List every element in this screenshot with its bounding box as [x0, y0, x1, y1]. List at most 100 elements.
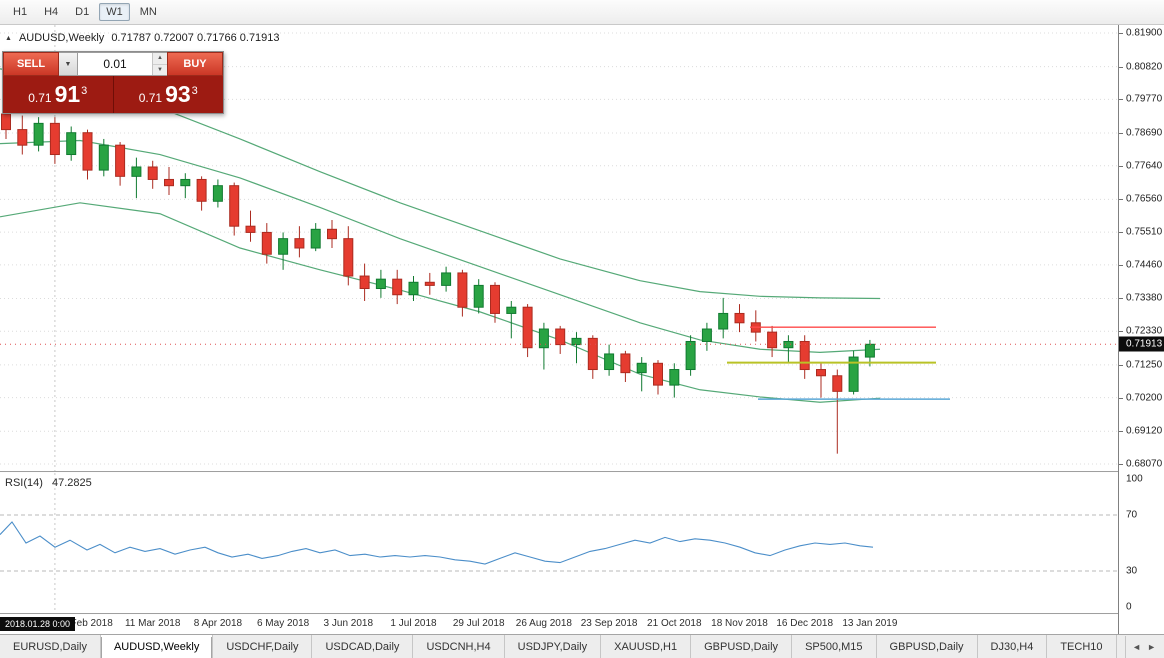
- chart-title: ▲ AUDUSD,Weekly 0.71787 0.72007 0.71766 …: [5, 32, 280, 44]
- candle-body: [196, 178, 207, 202]
- volume-field[interactable]: 0.01 ▲ ▼: [78, 52, 167, 76]
- volume-stepper: ▲ ▼: [152, 53, 167, 75]
- price-scale-tick: [1119, 431, 1123, 433]
- price-scale-label: 0.77640: [1126, 160, 1163, 172]
- current-price-tag: 0.71913: [1119, 336, 1164, 352]
- bollinger-middle-band: [0, 139, 881, 353]
- timeframe-button-h4[interactable]: H4: [37, 3, 65, 21]
- bid-prefix: 0.71: [28, 91, 52, 105]
- date-axis-label: 26 Aug 2018: [515, 618, 572, 629]
- chart-tab-usdjpy-daily[interactable]: USDJPY,Daily: [504, 635, 602, 658]
- candle-body: [327, 228, 337, 240]
- buy-button[interactable]: BUY: [167, 52, 223, 76]
- candle-body: [653, 362, 663, 386]
- candle-body: [147, 166, 158, 180]
- rsi-indicator-canvas[interactable]: [0, 473, 1118, 613]
- candle-body: [848, 356, 859, 392]
- price-scale-tick: [1119, 199, 1123, 201]
- candle-body: [604, 353, 615, 371]
- trade-buttons-row: SELL ▼ 0.01 ▲ ▼ BUY: [3, 52, 223, 76]
- chart-tab-audusd-weekly[interactable]: AUDUSD,Weekly: [100, 635, 214, 658]
- candle-body: [49, 122, 60, 156]
- tab-scroll-controls: ◄ ►: [1125, 636, 1164, 658]
- chart-tab-usdcad-daily[interactable]: USDCAD,Daily: [312, 635, 414, 658]
- order-type-dropdown[interactable]: ▼: [59, 52, 78, 76]
- volume-up-icon[interactable]: ▲: [153, 53, 167, 65]
- timeframe-button-h1[interactable]: H1: [6, 3, 34, 21]
- rsi-scale-label: 30: [1126, 565, 1138, 577]
- candle-body: [1, 113, 11, 131]
- candle-body: [799, 340, 810, 371]
- date-axis-label: 16 Dec 2018: [776, 618, 834, 629]
- chart-window: ▲ AUDUSD,Weekly 0.71787 0.72007 0.71766 …: [0, 25, 1164, 634]
- candle-body: [587, 337, 598, 371]
- timeframe-button-d1[interactable]: D1: [68, 3, 96, 21]
- chart-tab-xauusd-h1[interactable]: XAUUSD,H1: [601, 635, 692, 658]
- timeframe-button-mn[interactable]: MN: [133, 3, 164, 21]
- candle-body: [734, 312, 745, 324]
- candle-body: [98, 144, 109, 171]
- price-scale-label: 0.70200: [1126, 392, 1163, 404]
- quote-row: 0.71 91 3 0.71 93 3: [3, 76, 223, 113]
- candle-body: [278, 238, 289, 255]
- date-axis-label: 8 Apr 2018: [193, 618, 243, 629]
- chart-tab-sp500-m15[interactable]: SP500,M15: [792, 635, 877, 658]
- candle-body: [66, 132, 77, 156]
- price-scale-tick: [1119, 66, 1123, 68]
- candle-body: [669, 369, 680, 386]
- candle-body: [131, 166, 142, 177]
- rsi-scale-label: 100: [1126, 473, 1143, 485]
- bid-price[interactable]: 0.71 91 3: [3, 76, 113, 113]
- price-scale-tick: [1119, 397, 1123, 399]
- chart-tab-eurusd-daily[interactable]: EURUSD,Daily: [0, 635, 101, 658]
- timeframe-button-w1[interactable]: W1: [99, 3, 130, 21]
- date-axis[interactable]: 2018.01.28 0:00 1 Feb 2018 11 Mar 2018 8 A…: [0, 614, 1118, 634]
- panel-divider-bottom[interactable]: [0, 613, 1164, 615]
- chart-tab-gbpusd-daily[interactable]: GBPUSD,Daily: [876, 635, 978, 658]
- volume-down-icon[interactable]: ▼: [153, 64, 167, 75]
- volume-value[interactable]: 0.01: [103, 57, 127, 71]
- candle-body: [17, 129, 28, 146]
- candle-body: [343, 238, 354, 277]
- price-scale-tick: [1119, 99, 1123, 101]
- chart-ohlc-values: 0.71787 0.72007 0.71766 0.71913: [111, 32, 280, 44]
- price-chart-canvas[interactable]: [0, 25, 1118, 471]
- candle-body: [522, 306, 533, 349]
- price-scale-tick: [1119, 364, 1123, 366]
- price-scale[interactable]: 0.71913 0.81900 0.80820 0.79770 0.78690 0.77…: [1118, 25, 1164, 634]
- chart-tab-gbpusd-daily[interactable]: GBPUSD,Daily: [691, 635, 793, 658]
- tab-scroll-left-icon[interactable]: ◄: [1132, 642, 1142, 652]
- candle-body: [555, 328, 566, 346]
- one-click-panel-toggle-icon[interactable]: ▲: [5, 34, 12, 42]
- chart-tab-bar: EURUSD,Daily AUDUSD,Weekly USDCHF,Daily USD…: [0, 634, 1164, 658]
- candle-body: [538, 328, 549, 349]
- panel-divider[interactable]: [0, 471, 1164, 473]
- chart-tab-tech10[interactable]: TECH10: [1047, 635, 1117, 658]
- candle-body: [701, 328, 712, 342]
- rsi-scale-label: 0: [1126, 601, 1132, 613]
- candle-body: [424, 281, 435, 286]
- price-scale-label: 0.74460: [1126, 259, 1163, 271]
- date-axis-label: 6 May 2018: [256, 618, 310, 629]
- candle-body: [294, 238, 305, 249]
- date-axis-label: 1 Jul 2018: [390, 618, 437, 629]
- candle-body: [392, 278, 403, 296]
- candle-body: [832, 375, 843, 392]
- ask-price[interactable]: 0.71 93 3: [112, 76, 224, 113]
- selected-bar-time-marker: 2018.01.28 0:00: [0, 617, 76, 631]
- candle-body: [212, 185, 223, 202]
- price-scale-label: 0.72330: [1126, 325, 1163, 337]
- one-click-trading-panel: SELL ▼ 0.01 ▲ ▼ BUY 0.71 91 3 0.71 93 3: [2, 51, 224, 114]
- ask-pipette: 3: [191, 85, 198, 97]
- bollinger-lower-band: [0, 202, 881, 403]
- candle-body: [245, 225, 256, 233]
- candle-body: [82, 132, 93, 171]
- sell-button[interactable]: SELL: [3, 52, 59, 76]
- tab-scroll-right-icon[interactable]: ►: [1147, 642, 1156, 652]
- chart-tab-usdcnh-h4[interactable]: USDCNH,H4: [413, 635, 505, 658]
- candle-body: [685, 340, 696, 371]
- candle-body: [620, 353, 631, 374]
- rsi-line: [0, 521, 874, 565]
- chart-tab-dj30-h4[interactable]: DJ30,H4: [977, 635, 1048, 658]
- chart-tab-usdchf-daily[interactable]: USDCHF,Daily: [213, 635, 313, 658]
